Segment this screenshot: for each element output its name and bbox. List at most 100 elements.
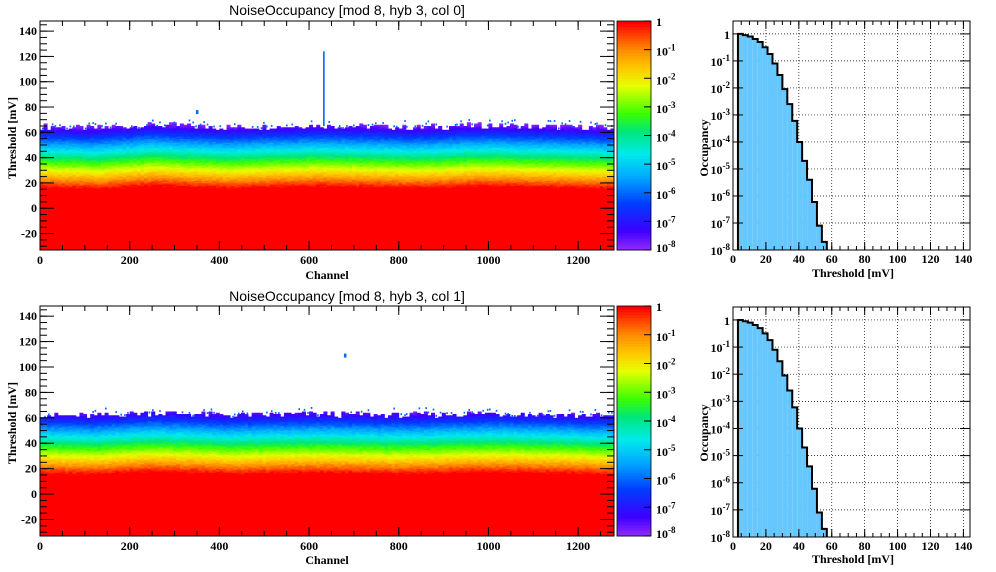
heatmap-cell (222, 134, 227, 137)
heatmap-cell (240, 147, 245, 150)
heatmap-cell (169, 188, 174, 190)
heatmap-cell (111, 136, 116, 138)
heatmap-cell (140, 160, 145, 162)
heatmap-cell (205, 137, 210, 140)
heatmap-cell (43, 129, 48, 132)
heatmap-cell (83, 170, 88, 172)
heatmap-cell (118, 152, 123, 155)
heatmap-cell (43, 176, 48, 179)
heatmap-cell (258, 184, 263, 186)
heatmap-cell (115, 165, 120, 167)
heatmap-cell (233, 151, 238, 153)
heatmap-cell (233, 165, 238, 167)
heatmap-cell (176, 152, 181, 155)
heatmap-cell (240, 157, 245, 160)
heatmap-cell (161, 166, 166, 169)
heatmap-cell (57, 175, 62, 178)
heatmap-cell (86, 167, 91, 170)
heatmap-cell (158, 127, 163, 129)
heatmap-cell (57, 161, 62, 164)
heatmap-cell (169, 146, 174, 148)
heatmap-cell (165, 155, 170, 157)
heatmap-cell (65, 181, 70, 184)
heatmap-column (93, 123, 98, 190)
heatmap-cell (129, 185, 134, 188)
heatmap-cell (40, 136, 44, 138)
heatmap-cell (111, 142, 116, 145)
heatmap-cell (237, 172, 242, 175)
heatmap-cell (136, 153, 141, 156)
heatmap-cell (97, 162, 102, 165)
heatmap-cell (108, 160, 113, 162)
heatmap-cell (86, 185, 91, 188)
heatmap-cell (144, 129, 149, 132)
heatmap-cell (240, 163, 245, 166)
heatmap-cell (126, 163, 131, 166)
heatmap-cell (93, 163, 98, 166)
heatmap-cell (79, 143, 84, 146)
heatmap-cell (205, 165, 210, 167)
heatmap-cell (222, 161, 227, 164)
heatmap-cell (190, 158, 195, 161)
heatmap-cell (97, 134, 102, 137)
heatmap-cell (54, 131, 59, 133)
heatmap-cell (219, 170, 224, 172)
heatmap-cell (136, 144, 141, 147)
heatmap-cell (90, 186, 95, 189)
heatmap-cell (248, 162, 253, 165)
heatmap-cell (57, 143, 62, 146)
heatmap-cell (68, 166, 73, 169)
heatmap-cell (154, 148, 159, 151)
heatmap-cell (248, 137, 253, 140)
heatmap-cell (40, 182, 44, 185)
heatmap-cell (40, 161, 44, 164)
heatmap-cell (169, 181, 174, 184)
heatmap-cell (251, 177, 256, 180)
heatmap-cell (190, 184, 195, 186)
heatmap-cell (240, 166, 245, 169)
heatmap-cell (208, 172, 213, 175)
heatmap-cell (176, 156, 181, 159)
heatmap-cell (111, 184, 116, 186)
heatmap-cell (215, 184, 220, 186)
heatmap-cell (205, 188, 210, 190)
heatmap-cell (262, 180, 267, 183)
heatmap-cell (201, 150, 206, 152)
heatmap-cell (172, 134, 177, 137)
heatmap-cell (144, 155, 149, 157)
heatmap-cell (294, 126, 299, 128)
heatmap-cell (122, 147, 127, 150)
heatmap-cell (50, 133, 55, 136)
heatmap-cell (208, 170, 213, 172)
heatmap-cell (144, 185, 149, 188)
heatmap-cell (97, 166, 102, 169)
heatmap-cell (287, 127, 292, 129)
heatmap-cell (244, 186, 249, 189)
heatmap-cell (201, 139, 206, 142)
heatmap-cell (176, 129, 181, 132)
heatmap-cell (93, 133, 98, 136)
heatmap-cell (147, 138, 152, 141)
heatmap-cell (219, 131, 224, 133)
heatmap-column (273, 128, 278, 190)
heatmap-cell (183, 188, 188, 190)
heatmap-cell (161, 185, 166, 188)
heatmap-cell (240, 134, 245, 137)
heatmap-cell (208, 138, 213, 141)
heatmap-cell (179, 161, 184, 164)
heatmap-cell (111, 132, 116, 135)
heatmap-cell (179, 155, 184, 157)
heatmap-cell (86, 137, 91, 140)
heatmap-cell (237, 171, 242, 174)
heatmap-cell (54, 137, 59, 140)
heatmap-cell (75, 166, 80, 169)
heatmap-cell (222, 151, 227, 153)
heatmap-cell (258, 167, 263, 170)
heatmap-cell (362, 124, 367, 127)
heatmap-full-occupancy-band (40, 189, 614, 250)
heatmap-cell (262, 185, 267, 188)
heatmap-cell (251, 166, 256, 169)
heatmap-cell (244, 136, 249, 138)
heatmap-cell (115, 172, 120, 175)
heatmap-cell (165, 171, 170, 174)
